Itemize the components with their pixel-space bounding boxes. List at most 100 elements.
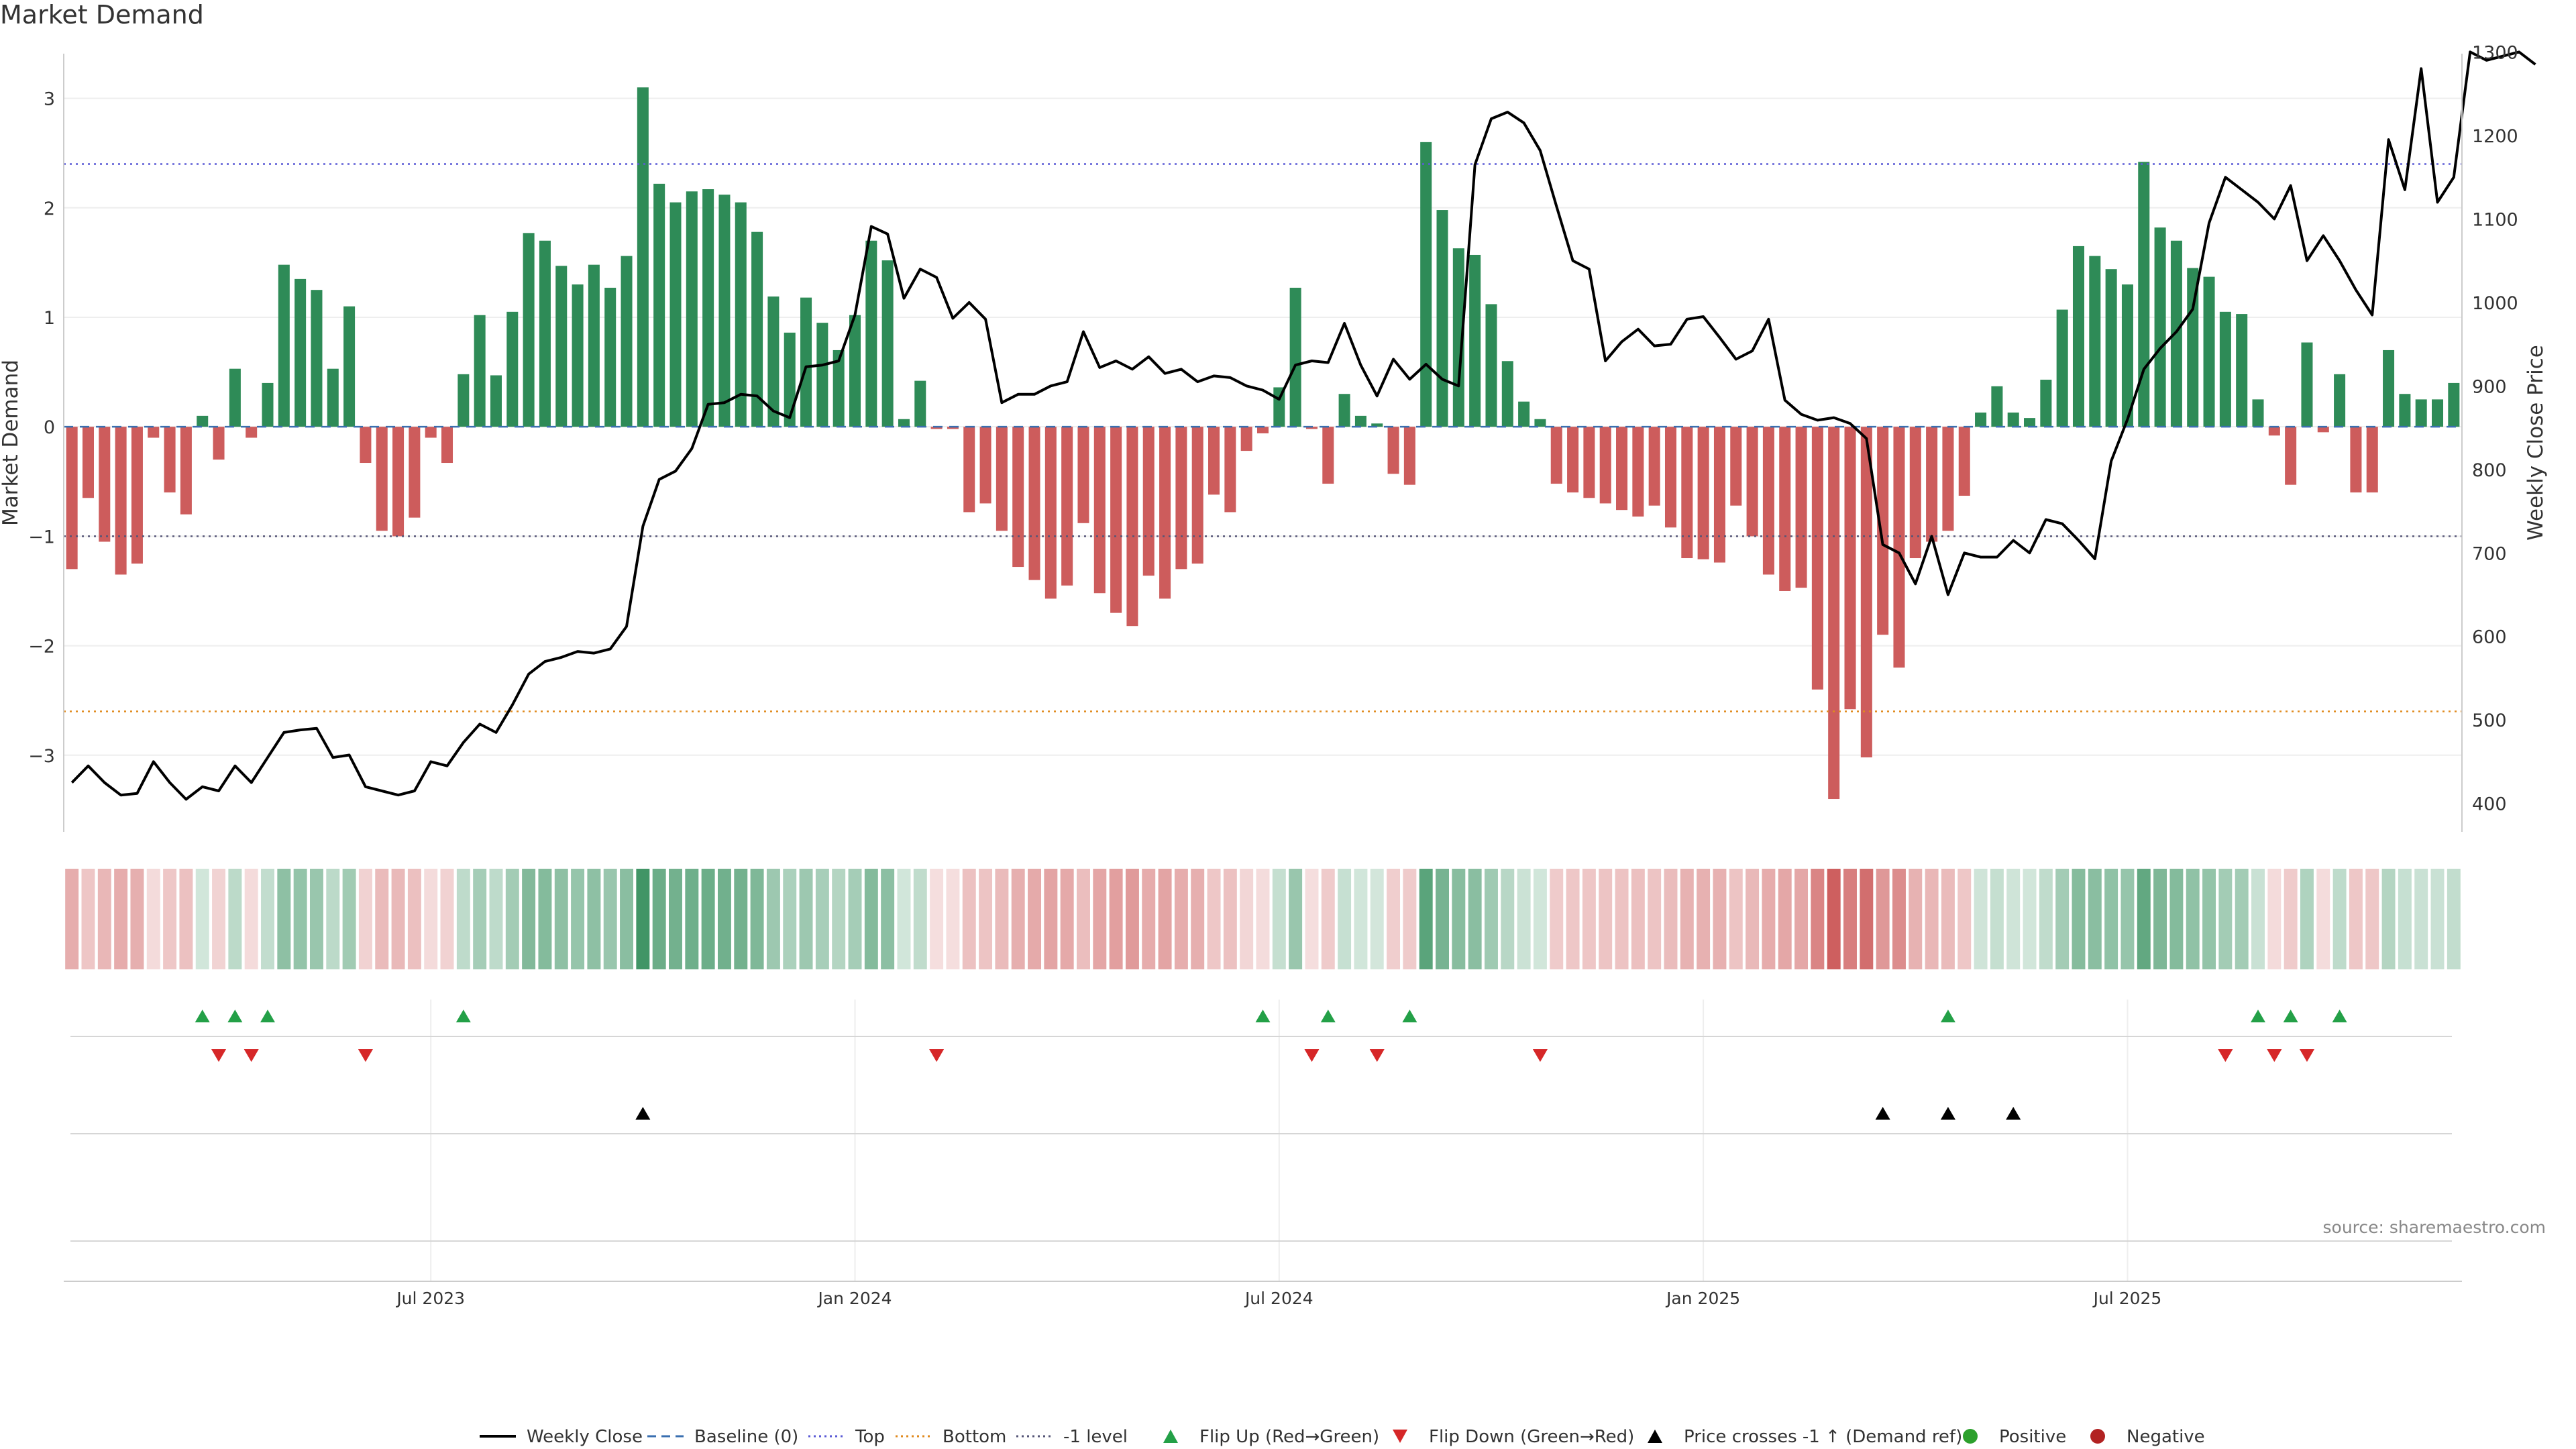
flip-down-marker — [1304, 1049, 1320, 1062]
heat-cell — [65, 869, 79, 969]
demand-bar — [735, 202, 747, 427]
demand-bar — [1550, 427, 1562, 484]
demand-bar — [898, 419, 910, 427]
legend-label: Positive — [1999, 1427, 2066, 1447]
heat-cell — [603, 869, 617, 969]
heat-cell — [1223, 869, 1237, 969]
demand-bar — [1762, 427, 1774, 575]
heat-cell — [2202, 869, 2216, 969]
flip-up-marker — [2332, 1010, 2347, 1022]
demand-bar — [1044, 427, 1057, 599]
legend-symbol-tri-up-black — [1648, 1430, 1662, 1443]
heat-cell — [2365, 869, 2379, 969]
y-right-axis-title: Weekly Close Price — [2524, 345, 2548, 541]
heat-cell — [2414, 869, 2428, 969]
heat-cell — [1615, 869, 1629, 969]
demand-bar — [1844, 427, 1856, 710]
y-right-tick-label: 1000 — [2472, 293, 2518, 314]
demand-bar — [1289, 287, 1301, 427]
heat-cell — [2398, 869, 2412, 969]
heat-cell — [2235, 869, 2249, 969]
y-right-tick-label: 600 — [2472, 627, 2507, 648]
heat-cell — [277, 869, 291, 969]
y-left-tick-label: −3 — [28, 746, 55, 767]
heat-cell — [2251, 869, 2265, 969]
heat-cell — [1028, 869, 1041, 969]
demand-bar — [2072, 246, 2084, 427]
heat-cell — [179, 869, 193, 969]
heat-cell — [1240, 869, 1254, 969]
demand-bar — [718, 195, 731, 427]
demand-bar — [66, 427, 78, 570]
y-right-tick-label: 1200 — [2472, 126, 2518, 147]
heat-cell — [1713, 869, 1727, 969]
y-right-tick-label: 500 — [2472, 710, 2507, 731]
heat-cell — [1582, 869, 1596, 969]
demand-bar — [1697, 427, 1709, 559]
flip-down-marker — [2299, 1049, 2314, 1062]
heat-cell — [1387, 869, 1401, 969]
demand-bar — [327, 368, 339, 427]
demand-bar — [1893, 427, 1905, 668]
demand-bar — [490, 375, 502, 427]
flip-up-marker — [1255, 1010, 1271, 1022]
demand-bar — [588, 264, 600, 427]
demand-bar — [996, 427, 1008, 531]
demand-bar — [1485, 304, 1497, 427]
heat-cell — [1648, 869, 1662, 969]
demand-bar — [1452, 248, 1464, 427]
demand-bar — [1583, 427, 1595, 498]
legend-label: Price crosses -1 ↑ (Demand ref) — [1684, 1427, 1962, 1447]
heat-cell — [1941, 869, 1955, 969]
flip-up-marker — [260, 1010, 275, 1022]
demand-bar — [1958, 427, 1970, 496]
heat-cell — [146, 869, 160, 969]
heat-cell — [1501, 869, 1515, 969]
heat-cell — [2137, 869, 2151, 969]
heat-cell — [2381, 869, 2396, 969]
heat-cell — [1468, 869, 1482, 969]
demand-bar — [99, 427, 111, 542]
heat-cell — [2316, 869, 2330, 969]
demand-bar — [1648, 427, 1660, 506]
demand-bar — [523, 233, 535, 427]
heat-cell — [1338, 869, 1352, 969]
heat-cell — [1664, 869, 1678, 969]
heat-cell — [1729, 869, 1743, 969]
heat-cell — [1957, 869, 1972, 969]
demand-bar — [1305, 427, 1318, 429]
heat-cell — [1909, 869, 1923, 969]
demand-bar — [1338, 394, 1350, 427]
demand-bar — [572, 284, 584, 427]
heat-cell — [815, 869, 829, 969]
flip-down-marker — [1532, 1049, 1548, 1062]
heat-cell — [2332, 869, 2347, 969]
heat-cell — [1305, 869, 1319, 969]
y-right-tick-label: 900 — [2472, 376, 2507, 397]
heat-cell — [2006, 869, 2021, 969]
x-tick-label: Jan 2025 — [1665, 1289, 1740, 1308]
flip-up-marker — [2283, 1010, 2298, 1022]
heat-cell — [717, 869, 731, 969]
demand-bar — [2448, 382, 2460, 427]
demand-bar — [180, 427, 192, 515]
heat-cell — [1207, 869, 1221, 969]
demand-bar — [115, 427, 127, 575]
flip-up-marker — [227, 1010, 243, 1022]
y-left-tick-label: 2 — [44, 199, 55, 219]
heat-cell — [2284, 869, 2298, 969]
flip-up-marker — [1402, 1010, 1417, 1022]
heat-cell — [1158, 869, 1172, 969]
demand-bar — [800, 297, 812, 427]
heat-cell — [1794, 869, 1809, 969]
heat-cell — [489, 869, 503, 969]
demand-bar — [1779, 427, 1791, 591]
demand-bar — [1012, 427, 1024, 568]
heat-cell — [1419, 869, 1433, 969]
demand-bar — [2268, 427, 2280, 436]
heat-cell — [2088, 869, 2102, 969]
heat-cell — [1599, 869, 1613, 969]
demand-bar — [197, 415, 209, 427]
demand-bar — [1909, 427, 1921, 559]
